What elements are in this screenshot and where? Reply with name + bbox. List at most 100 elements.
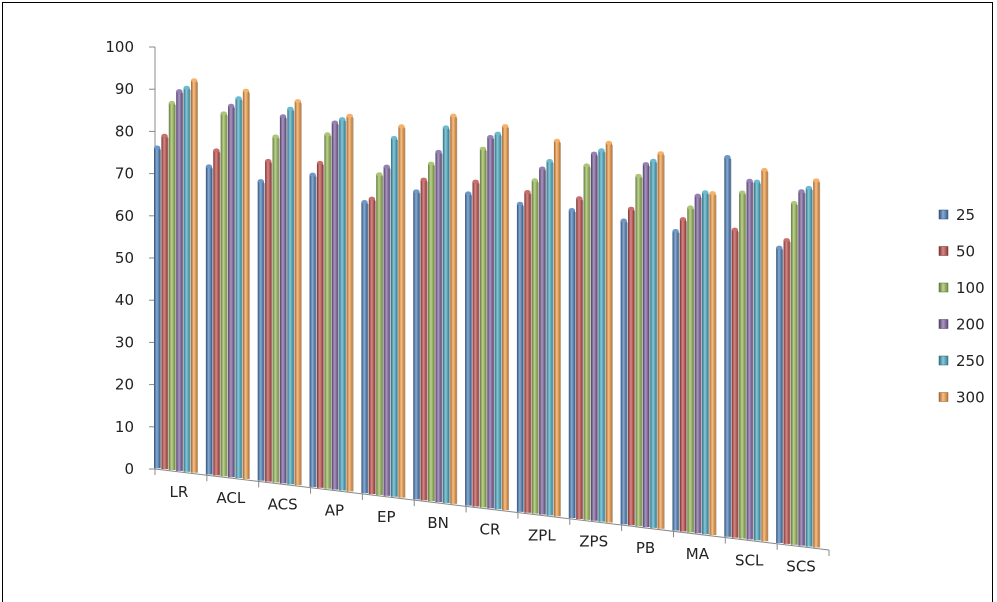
bar — [605, 140, 613, 523]
bar — [487, 134, 495, 509]
y-tick-label: 20 — [115, 376, 134, 394]
x-category-label: EP — [377, 508, 396, 526]
bar — [479, 146, 487, 508]
bar — [724, 154, 732, 537]
bar — [628, 206, 635, 526]
bar — [798, 189, 806, 546]
legend-label: 50 — [956, 243, 975, 261]
chart-axes: 0 10 20 30 40 50 60 70 80 90 100 — [105, 38, 830, 556]
bar — [191, 78, 198, 473]
bar — [576, 196, 584, 519]
bar — [161, 133, 169, 470]
bar — [316, 160, 324, 488]
bar — [494, 131, 502, 510]
y-tick-label: 50 — [115, 249, 134, 267]
bar — [687, 205, 695, 533]
bar — [524, 190, 532, 513]
bar — [383, 164, 391, 496]
bar — [376, 172, 384, 495]
y-tick-label: 60 — [115, 207, 134, 225]
y-tick-label: 70 — [115, 165, 134, 183]
bar — [635, 173, 643, 527]
legend-label: 100 — [956, 279, 985, 297]
y-tick-label: 30 — [115, 333, 134, 351]
x-category-label: ACL — [216, 489, 245, 507]
legend-swatch — [938, 319, 949, 329]
legend-item: 300 — [938, 389, 985, 407]
bar — [442, 125, 450, 503]
x-category-label: ZPS — [579, 533, 608, 551]
bar — [753, 179, 761, 541]
bar — [546, 158, 554, 516]
x-category-label: LR — [170, 483, 189, 501]
bar — [294, 99, 302, 486]
bar — [531, 178, 539, 514]
legend-item: 200 — [938, 316, 985, 334]
bar — [220, 111, 228, 477]
bar — [709, 191, 717, 536]
legend-label: 200 — [956, 316, 985, 334]
bar — [183, 85, 191, 472]
bar — [235, 96, 243, 479]
bar — [472, 179, 480, 507]
bar — [420, 177, 428, 501]
bar — [539, 166, 547, 515]
x-category-label: ZPL — [528, 526, 556, 544]
bar — [598, 148, 606, 522]
bar — [746, 178, 754, 540]
bar — [568, 208, 576, 519]
x-category-label: MA — [686, 545, 710, 563]
bar — [361, 199, 369, 494]
bar — [368, 196, 376, 495]
bar — [702, 190, 710, 535]
legend-swatch — [938, 246, 949, 256]
bar — [679, 217, 687, 532]
legend-swatch — [938, 392, 949, 402]
bar — [257, 179, 265, 481]
bar — [642, 162, 650, 527]
bar — [805, 185, 813, 547]
bar — [428, 161, 435, 502]
bar — [813, 178, 821, 548]
bar — [553, 138, 561, 517]
bar — [583, 163, 591, 520]
bar-chart: 0 10 20 30 40 50 60 70 80 90 100 LR ACL ACS AP EP BN CR Z… — [105, 38, 985, 576]
bar — [783, 238, 791, 544]
x-category-label: ACS — [268, 495, 298, 513]
y-tick-label: 0 — [124, 460, 134, 478]
chart-legend: 25 50 100 200 250 300 — [938, 206, 985, 407]
legend-item: 250 — [938, 352, 985, 370]
legend-swatch — [938, 282, 949, 293]
bar — [205, 164, 213, 475]
bar — [287, 106, 295, 485]
legend-label: 300 — [956, 389, 985, 407]
legend-item: 50 — [938, 243, 975, 261]
bar — [502, 124, 510, 511]
x-category-label: BN — [427, 514, 449, 532]
bar — [331, 120, 339, 490]
bar — [413, 189, 421, 500]
x-axis-line — [154, 468, 830, 551]
y-tick-label: 100 — [105, 38, 134, 56]
y-tick-label: 90 — [115, 80, 134, 98]
bar — [272, 134, 280, 483]
y-tick-label: 40 — [115, 291, 134, 309]
bar — [776, 245, 784, 544]
bar — [650, 158, 658, 528]
x-category-label: PB — [636, 539, 655, 557]
legend-item: 25 — [938, 206, 975, 224]
bar — [465, 191, 473, 506]
bar — [657, 151, 665, 529]
x-category-label: SCS — [786, 558, 816, 576]
legend-swatch — [938, 355, 949, 366]
y-tick-label: 80 — [115, 122, 134, 140]
bar — [213, 148, 221, 476]
bar — [309, 172, 317, 487]
x-category-label: SCL — [735, 551, 764, 569]
bar — [346, 113, 354, 492]
legend-label: 250 — [956, 352, 985, 370]
bar — [279, 114, 287, 484]
bar — [694, 193, 702, 534]
bar — [435, 149, 443, 503]
